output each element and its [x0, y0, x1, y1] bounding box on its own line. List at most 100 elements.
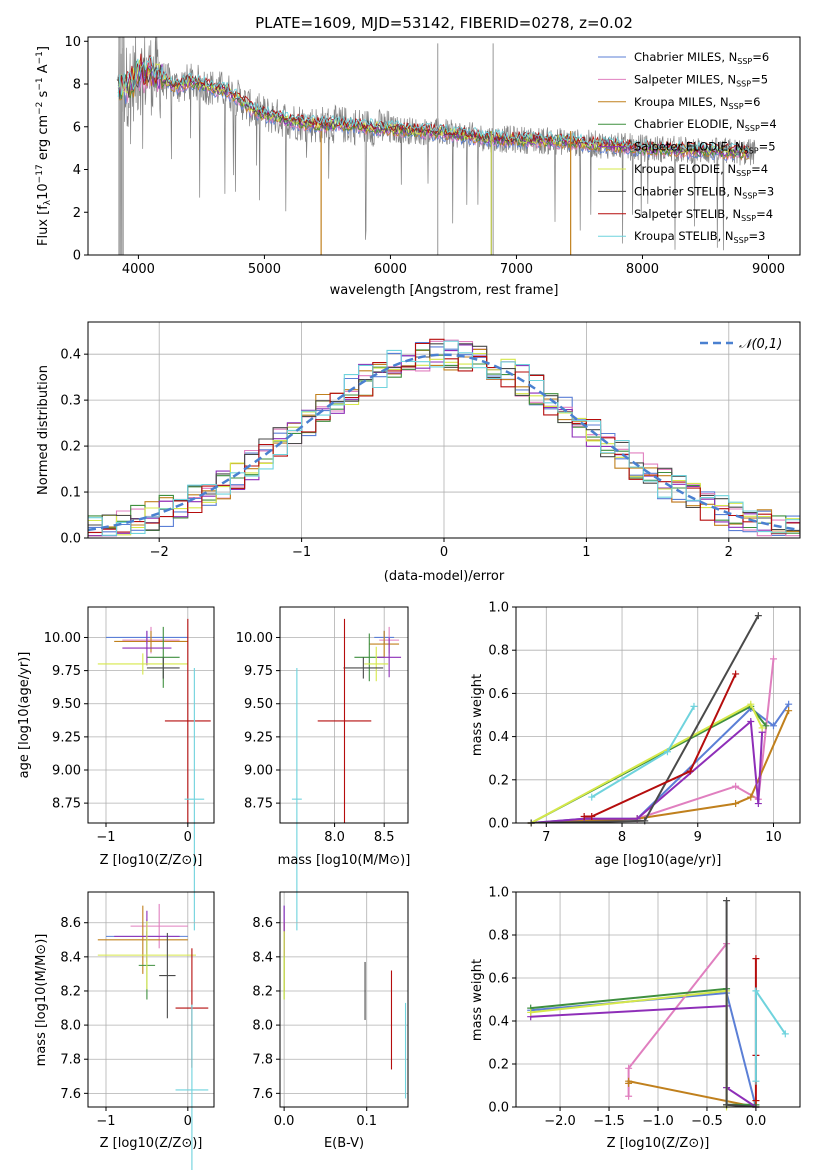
x-tick-label: 0.0: [274, 1114, 295, 1129]
y-tick-label: 8.4: [252, 950, 273, 965]
x-tick-label: −1.0: [642, 1114, 674, 1129]
y-tick-label: 2: [73, 206, 81, 221]
errorbar-point: [97, 905, 188, 974]
legend-entry: Salpeter MILES, NSSP=5: [634, 72, 768, 88]
weight-point: [580, 813, 588, 821]
normal-curve: [88, 353, 800, 532]
errorbar-point: [122, 630, 172, 666]
x-tick-label: 0: [440, 545, 448, 560]
x-tick-label: 0.1: [356, 1114, 377, 1129]
y-tick-label: 0.4: [60, 348, 81, 363]
weight-point: [758, 724, 766, 732]
axes-mass-vs-ebv: 0.0 0.1 7.6 7.8 8.0 8.2 8.4 8.6: [252, 892, 408, 1129]
y-tick-label: 8.0: [60, 1019, 81, 1034]
y-tick-label: 7.8: [252, 1053, 273, 1068]
y-tick-label: 0.4: [488, 1015, 509, 1030]
y-tick-label: 9.00: [52, 763, 81, 778]
y-tick-label: 0.2: [488, 773, 509, 788]
x-axis-label: mass [log10(M/M⊙)]: [278, 853, 411, 868]
y-tick-label: 9.25: [244, 730, 273, 745]
legend-entry: 𝒩(0,1): [739, 337, 782, 352]
legend-entry: Chabrier MILES, NSSP=6: [634, 50, 769, 66]
weight-point: [754, 800, 762, 808]
errorbar-point: [97, 921, 196, 990]
x-tick-label: −0.5: [691, 1114, 723, 1129]
y-tick-label: 7.6: [252, 1087, 273, 1102]
y-tick-label: 9.75: [52, 664, 81, 679]
weight-point: [588, 813, 596, 821]
x-tick-label: 0: [184, 1114, 192, 1129]
y-tick-label: 7.8: [60, 1053, 81, 1068]
y-tick-label: 1.0: [488, 886, 509, 901]
x-tick-label: 8.5: [374, 830, 395, 845]
axes-frame: [87, 891, 215, 1108]
y-tick-label: 10.00: [44, 631, 81, 646]
weight-point: [527, 1008, 535, 1016]
weight-point: [747, 793, 755, 801]
y-tick-label: 8.75: [52, 797, 81, 812]
y-tick-label: 0.8: [488, 929, 509, 944]
x-tick-label: 6000: [374, 262, 407, 277]
y-axis-label: age [log10(age/yr)]: [17, 652, 32, 779]
y-tick-label: 0.0: [488, 817, 509, 832]
axes-frame: [279, 891, 409, 1108]
weight-series: [530, 705, 767, 823]
errorbar-point: [146, 657, 180, 679]
x-tick-label: −1: [292, 545, 311, 560]
x-tick-label: 0.0: [746, 1114, 767, 1129]
weight-point: [785, 707, 793, 715]
legend-entry: Kroupa STELIB, NSSP=3: [634, 229, 765, 245]
x-tick-label: −1.5: [593, 1114, 625, 1129]
y-tick-label: 0.8: [488, 644, 509, 659]
x-tick-label: −1: [96, 1114, 115, 1129]
axes-frame: [279, 606, 409, 824]
weight-point: [723, 897, 731, 905]
x-tick-label: 7: [542, 830, 550, 845]
x-axis-label: (data-model)/error: [384, 569, 505, 584]
errorbar-point: [130, 903, 188, 949]
weight-point: [625, 1077, 633, 1085]
y-tick-label: 8.2: [60, 984, 81, 999]
errorbar-point: [184, 667, 205, 931]
y-tick-label: 9.00: [244, 763, 273, 778]
x-tick-label: 8.0: [324, 830, 345, 845]
y-tick-label: 0.4: [488, 730, 509, 745]
axes-weight-vs-age: 7 8 9 10 0.0 0.2 0.4 0.6 0.8 1.0: [488, 601, 800, 845]
y-tick-label: 0.3: [60, 394, 81, 409]
y-tick-label: 0.2: [488, 1058, 509, 1073]
weight-point: [732, 782, 740, 790]
y-tick-label: 8.75: [244, 797, 273, 812]
axes-mass-vs-Z: −1 0 7.6 7.8 8.0 8.2 8.4 8.6: [60, 892, 214, 1129]
x-axis-label: age [log10(age/yr)]: [595, 853, 722, 868]
x-axis-label: Z [log10(Z/Z⊙)]: [100, 1136, 203, 1151]
y-tick-label: 0.2: [60, 440, 81, 455]
y-tick-label: 8.4: [60, 950, 81, 965]
errorbar-point: [159, 932, 176, 1019]
y-axis-label: Flux [fλ10−17 erg cm−2 s−1 A−1]: [35, 46, 53, 246]
weight-series: [531, 710, 790, 823]
x-axis-label: Z [log10(Z/Z⊙)]: [607, 1136, 710, 1151]
y-tick-label: 10: [64, 35, 81, 50]
errorbar-point: [97, 653, 188, 675]
axes-frame: [515, 891, 801, 1108]
weight-series: [754, 987, 787, 1082]
x-tick-label: 2: [725, 545, 733, 560]
x-tick-label: 10: [765, 830, 782, 845]
weight-point: [690, 702, 698, 710]
legend-entry: Salpeter ELODIE, NSSP=5: [634, 140, 776, 156]
y-tick-label: 0.1: [60, 486, 81, 501]
x-tick-label: 9: [694, 830, 702, 845]
y-tick-label: 0.0: [60, 532, 81, 547]
y-tick-label: 0.6: [488, 687, 509, 702]
weight-point: [752, 1097, 760, 1105]
weight-series: [531, 658, 775, 823]
figure-title: PLATE=1609, MJD=53142, FIBERID=0278, z=0…: [255, 14, 633, 32]
weight-point: [663, 748, 671, 756]
y-tick-label: 8: [73, 78, 81, 93]
y-tick-label: 10.00: [236, 631, 273, 646]
weight-point: [762, 722, 770, 730]
weight-point: [752, 987, 760, 995]
weight-series: [584, 673, 737, 818]
y-tick-label: 0.0: [488, 1101, 509, 1116]
